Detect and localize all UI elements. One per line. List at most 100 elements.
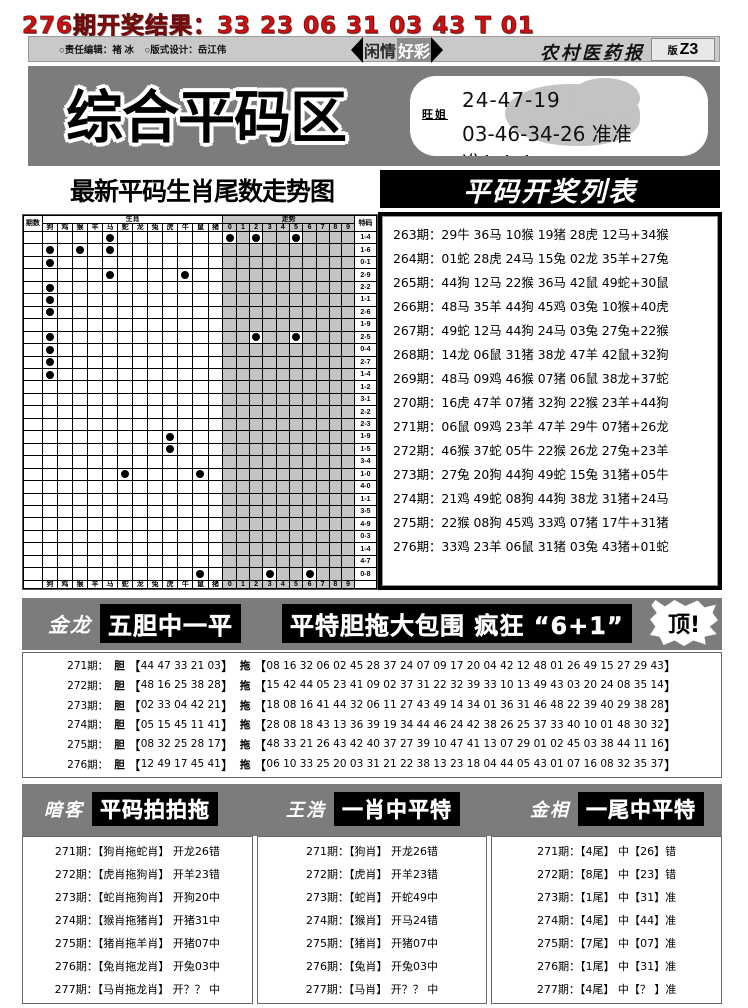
trend-row[interactable]: 0-3 xyxy=(23,529,378,544)
lottery-result-headline: 276期开奖结果：33 23 06 31 03 43 T 01 xyxy=(22,6,722,40)
trend-row-period xyxy=(23,492,43,506)
trend-zodiac-cell xyxy=(56,567,73,581)
trend-zodiac-cell xyxy=(177,330,194,345)
trend-digit-cell xyxy=(248,330,264,345)
trend-digit-cell xyxy=(275,318,290,332)
tuo-label: 拖 xyxy=(239,738,251,751)
dan-close-bracket: 】 xyxy=(220,699,234,715)
trend-row[interactable]: 0-8 xyxy=(23,567,378,581)
trend-special-cell: 4-0 xyxy=(353,480,378,494)
dan-numbers: 02 33 04 42 21 xyxy=(140,699,221,712)
trend-zodiac-cell xyxy=(192,417,209,432)
trend-zodiac-cell xyxy=(177,504,194,519)
trend-row[interactable]: 2-7 xyxy=(23,355,378,370)
trend-row[interactable]: 1-0 xyxy=(23,467,378,482)
trend-zodiac-cell xyxy=(41,542,58,556)
trend-col-9: 9 xyxy=(341,223,355,232)
trend-row[interactable]: 1-4 xyxy=(23,367,378,382)
trend-row[interactable]: 3-5 xyxy=(23,504,378,519)
trend-digit-cell xyxy=(328,330,343,345)
trend-zodiac-cell xyxy=(41,554,58,569)
dan-period: 271期： xyxy=(67,660,109,673)
trend-zodiac-cell xyxy=(192,480,209,494)
trend-row[interactable]: 1-2 xyxy=(23,380,378,394)
trend-row[interactable]: 0-4 xyxy=(23,343,378,357)
trend-digit-cell xyxy=(222,405,238,419)
header-period: 期数 xyxy=(23,215,43,232)
trend-row[interactable]: 2-3 xyxy=(23,417,378,432)
zodiac-col-龙: 龙 xyxy=(132,223,149,232)
trend-row[interactable]: 2-5 xyxy=(23,330,378,345)
trend-digit-cell xyxy=(302,305,317,320)
trend-zodiac-cell xyxy=(41,430,58,444)
trend-digit-cell xyxy=(236,305,250,320)
trend-digit-cell xyxy=(262,567,277,581)
trend-digit-cell xyxy=(222,480,238,494)
trend-zodiac-cell xyxy=(101,343,119,357)
trend-zodiac-cell xyxy=(41,529,58,544)
dan-tuo-row: 272期：胆【48 16 25 38 28】拖【15 42 44 05 23 4… xyxy=(23,676,721,695)
result-row: 276期：33鸡 23羊 06鼠 31猪 03兔 43猪+01蛇 xyxy=(393,539,669,554)
edition-label: 版 xyxy=(667,46,678,57)
trend-row[interactable]: 1-4 xyxy=(23,230,378,245)
results-list-frame: 263期：29牛 36马 10猴 19猪 28虎 12马+34猴 264期：01蛇… xyxy=(378,212,722,590)
trend-digit-cell xyxy=(341,318,355,332)
trend-zodiac-cell xyxy=(192,517,209,531)
trend-zodiac-cell xyxy=(117,467,134,482)
zodiac-col-羊: 羊 xyxy=(87,223,103,232)
trend-row[interactable]: 1-6 xyxy=(23,243,378,257)
zodiac-col-兔: 兔 xyxy=(147,223,164,232)
zodiac-col-马: 马 xyxy=(101,580,119,589)
trend-zodiac-cell xyxy=(132,343,149,357)
bottom-author: 金相 xyxy=(530,800,570,821)
trend-row[interactable]: 3-1 xyxy=(23,392,378,407)
headline-text: 276期开奖结果：33 23 06 31 03 43 T 01 xyxy=(22,13,535,40)
trend-row[interactable]: 1-1 xyxy=(23,492,378,506)
trend-digit-cell xyxy=(275,243,290,257)
trend-zodiac-cell xyxy=(147,405,164,419)
trend-row[interactable]: 2-6 xyxy=(23,305,378,320)
trend-zodiac-cell xyxy=(132,392,149,407)
trend-zodiac-cell xyxy=(56,293,73,307)
trend-row[interactable]: 1-4 xyxy=(23,542,378,556)
trend-row[interactable]: 2-2 xyxy=(23,405,378,419)
dan-numbers: 44 47 33 21 03 xyxy=(140,659,221,672)
trend-digit-cell xyxy=(222,305,238,320)
dan-tuo-row: 271期：胆【44 47 33 21 03】拖【08 16 32 06 02 4… xyxy=(23,656,721,676)
trend-row[interactable]: 3-4 xyxy=(23,455,378,469)
brand-logo: 闲情 好彩 xyxy=(351,37,444,63)
trend-zodiac-cell xyxy=(132,230,149,245)
trend-zodiac-cell xyxy=(207,305,224,320)
trend-zodiac-cell xyxy=(207,504,224,519)
bottom-panel-row: 271期：【4尾】 中【26】错 xyxy=(537,844,677,858)
trend-zodiac-cell xyxy=(132,280,149,295)
zodiac-col-龙: 龙 xyxy=(132,580,149,589)
trend-digit-cell xyxy=(341,268,355,282)
trend-zodiac-cell xyxy=(132,480,149,494)
trend-chart-heading-text: 最新平码生肖尾数走势图 xyxy=(69,177,335,206)
trend-row[interactable]: 4-7 xyxy=(23,554,378,569)
trend-row[interactable]: 1-1 xyxy=(23,293,378,307)
trend-zodiac-cell xyxy=(162,467,179,482)
trend-row[interactable]: 2-9 xyxy=(23,268,378,282)
trend-digit-cell xyxy=(341,430,355,444)
trend-row[interactable]: 2-2 xyxy=(23,280,378,295)
bottom-panel-row: 277期：【马肖拖龙肖】 开？？ 中 xyxy=(54,983,221,997)
trend-zodiac-cell xyxy=(162,255,179,270)
trend-row[interactable]: 1-5 xyxy=(23,442,378,457)
trend-row[interactable]: 1-9 xyxy=(23,318,378,332)
trend-row[interactable]: 0-1 xyxy=(23,255,378,270)
trend-zodiac-cell xyxy=(71,305,89,320)
tipster-line-2: 03-46-34-26 准准准！！！ xyxy=(462,122,632,156)
trend-row[interactable]: 4-9 xyxy=(23,517,378,531)
trend-zodiac-cell xyxy=(71,455,89,469)
trend-row[interactable]: 4-0 xyxy=(23,480,378,494)
trend-digit-cell xyxy=(302,567,317,581)
trend-digit-cell xyxy=(262,255,277,270)
tuo-open-bracket: 【 xyxy=(253,660,267,676)
trend-row[interactable]: 1-9 xyxy=(23,430,378,444)
trend-zodiac-cell xyxy=(71,293,89,307)
trend-digit-cell xyxy=(222,280,238,295)
trend-zodiac-cell xyxy=(41,517,58,531)
